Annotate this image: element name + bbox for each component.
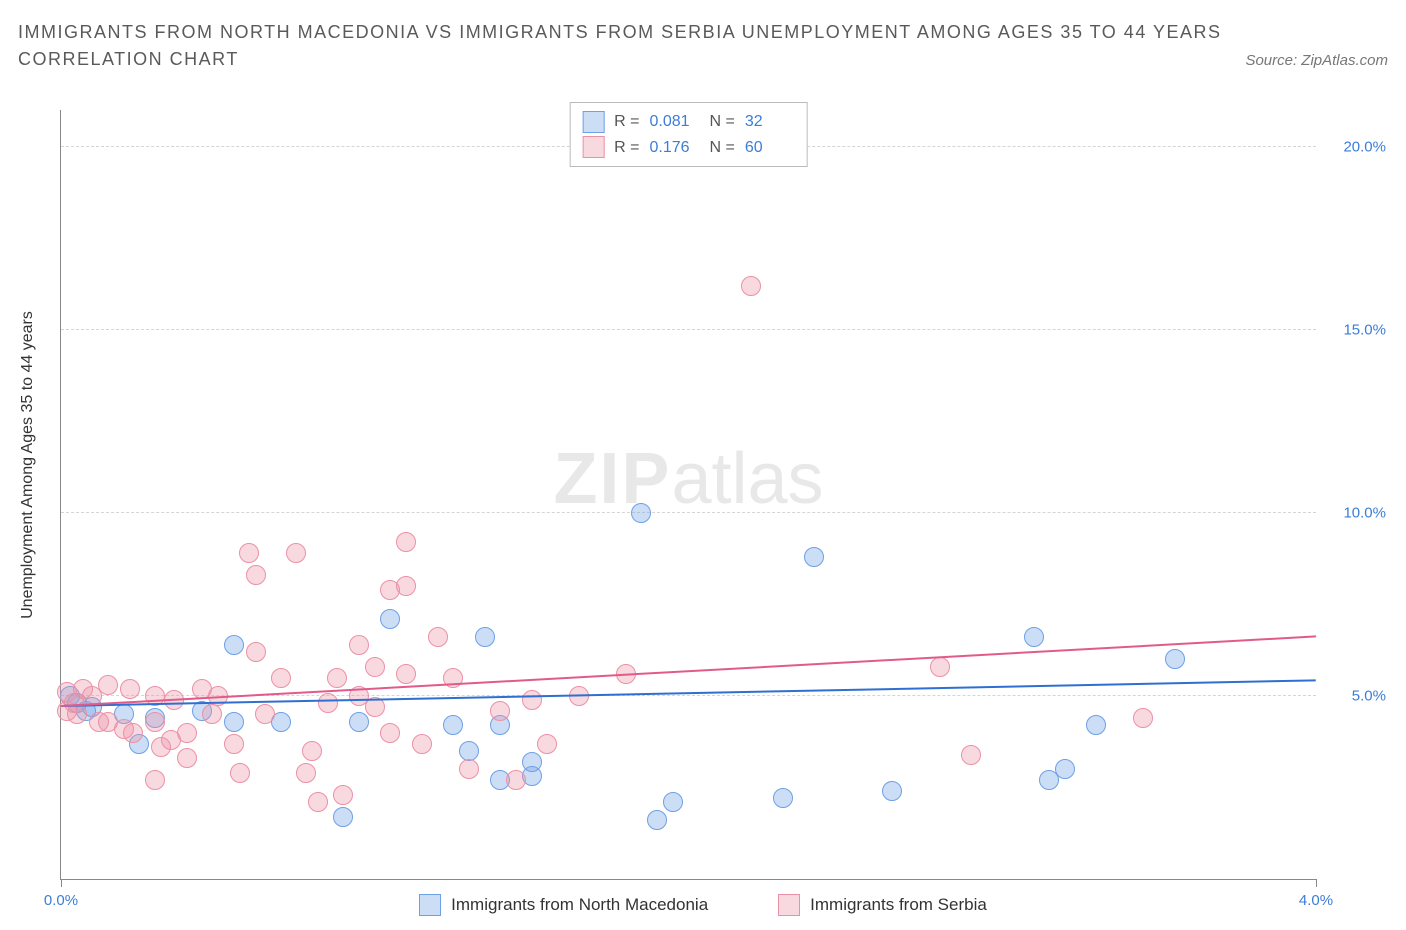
data-point [302,741,322,761]
stats-row-series-2: R = 0.176 N = 60 [582,135,795,161]
data-point [177,723,197,743]
data-point [663,792,683,812]
data-point [224,635,244,655]
watermark: ZIPatlas [553,438,823,520]
data-point [255,704,275,724]
swatch-icon [419,894,441,916]
legend-label: Immigrants from Serbia [810,895,987,915]
swatch-icon [582,136,604,158]
data-point [67,704,87,724]
legend-label: Immigrants from North Macedonia [451,895,708,915]
data-point [318,693,338,713]
y-tick-label: 10.0% [1343,504,1386,521]
data-point [333,785,353,805]
grid-line [61,512,1316,513]
swatch-icon [582,111,604,133]
data-point [380,723,400,743]
data-point [98,675,118,695]
legend-item: Immigrants from Serbia [778,894,987,916]
data-point [396,664,416,684]
data-point [804,547,824,567]
trend-line [61,679,1316,707]
data-point [365,657,385,677]
data-point [224,734,244,754]
data-point [333,807,353,827]
data-point [224,712,244,732]
data-point [412,734,432,754]
data-point [882,781,902,801]
data-point [202,704,222,724]
correlation-stats-box: R = 0.081 N = 32 R = 0.176 N = 60 [569,102,808,167]
data-point [428,627,448,647]
chart-header: IMMIGRANTS FROM NORTH MACEDONIA VS IMMIG… [0,0,1406,70]
data-point [475,627,495,647]
data-point [271,668,291,688]
source-attribution: Source: ZipAtlas.com [1245,52,1388,69]
data-point [647,810,667,830]
data-point [1165,649,1185,669]
data-point [296,763,316,783]
x-tick [1316,879,1317,887]
x-tick [61,879,62,887]
data-point [1133,708,1153,728]
chart-title: IMMIGRANTS FROM NORTH MACEDONIA VS IMMIG… [18,18,1388,47]
data-point [246,565,266,585]
chart-subtitle: CORRELATION CHART [18,49,239,70]
data-point [1086,715,1106,735]
data-point [145,712,165,732]
data-point [961,745,981,765]
data-point [239,543,259,563]
data-point [327,668,347,688]
y-tick-label: 15.0% [1343,321,1386,338]
data-point [286,543,306,563]
swatch-icon [778,894,800,916]
data-point [246,642,266,662]
data-point [741,276,761,296]
data-point [773,788,793,808]
data-point [1024,627,1044,647]
data-point [459,741,479,761]
stats-row-series-1: R = 0.081 N = 32 [582,109,795,135]
data-point [349,712,369,732]
legend: Immigrants from North Macedonia Immigran… [0,894,1406,916]
legend-item: Immigrants from North Macedonia [419,894,708,916]
data-point [349,635,369,655]
data-point [380,609,400,629]
data-point [396,532,416,552]
y-axis-title: Unemployment Among Ages 35 to 44 years [19,311,37,619]
data-point [230,763,250,783]
data-point [506,770,526,790]
data-point [1055,759,1075,779]
data-point [631,503,651,523]
y-tick-label: 20.0% [1343,138,1386,155]
data-point [120,679,140,699]
data-point [308,792,328,812]
y-tick-label: 5.0% [1352,687,1386,704]
data-point [490,701,510,721]
data-point [537,734,557,754]
data-point [177,748,197,768]
data-point [145,770,165,790]
data-point [443,715,463,735]
data-point [396,576,416,596]
scatter-chart: ZIPatlas R = 0.081 N = 32 R = 0.176 N = … [60,110,1316,880]
grid-line [61,329,1316,330]
data-point [459,759,479,779]
data-point [930,657,950,677]
data-point [123,723,143,743]
data-point [522,690,542,710]
